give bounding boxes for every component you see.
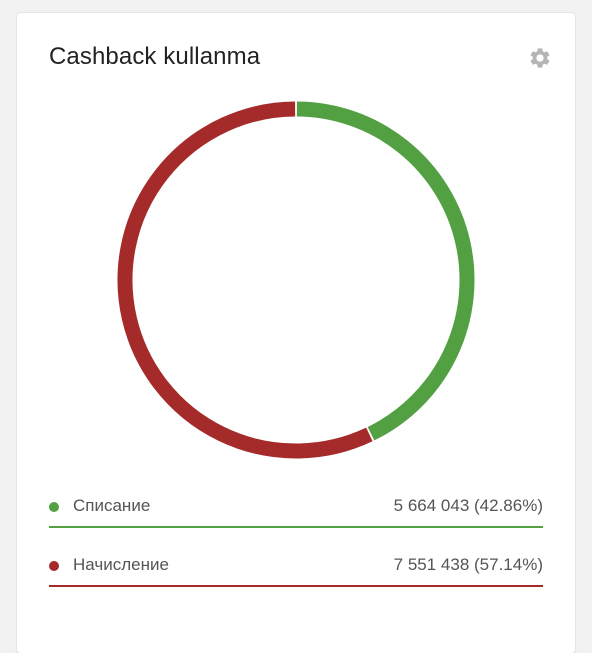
donut-slice-accrual[interactable] xyxy=(117,101,373,459)
legend-label: Начисление xyxy=(73,555,169,574)
cashback-usage-card: Cashback kullanma Списание 5 664 043 (42… xyxy=(17,13,575,653)
legend-underline xyxy=(49,585,543,587)
donut-chart xyxy=(117,101,475,459)
donut-slice-writeoff[interactable] xyxy=(296,101,475,441)
gear-icon[interactable] xyxy=(528,46,552,70)
legend-label: Списание xyxy=(73,496,151,515)
writeoff-legend-dot xyxy=(49,502,59,512)
legend-value: 5 664 043 (42.86%) xyxy=(393,496,543,515)
card-title: Cashback kullanma xyxy=(49,43,261,70)
accrual-legend-dot xyxy=(49,561,59,571)
legend-item-writeoff[interactable]: Списание 5 664 043 (42.86%) xyxy=(49,488,543,528)
legend-item-accrual[interactable]: Начисление 7 551 438 (57.14%) xyxy=(49,547,543,587)
legend-value: 7 551 438 (57.14%) xyxy=(393,555,543,574)
legend-underline xyxy=(49,526,543,528)
